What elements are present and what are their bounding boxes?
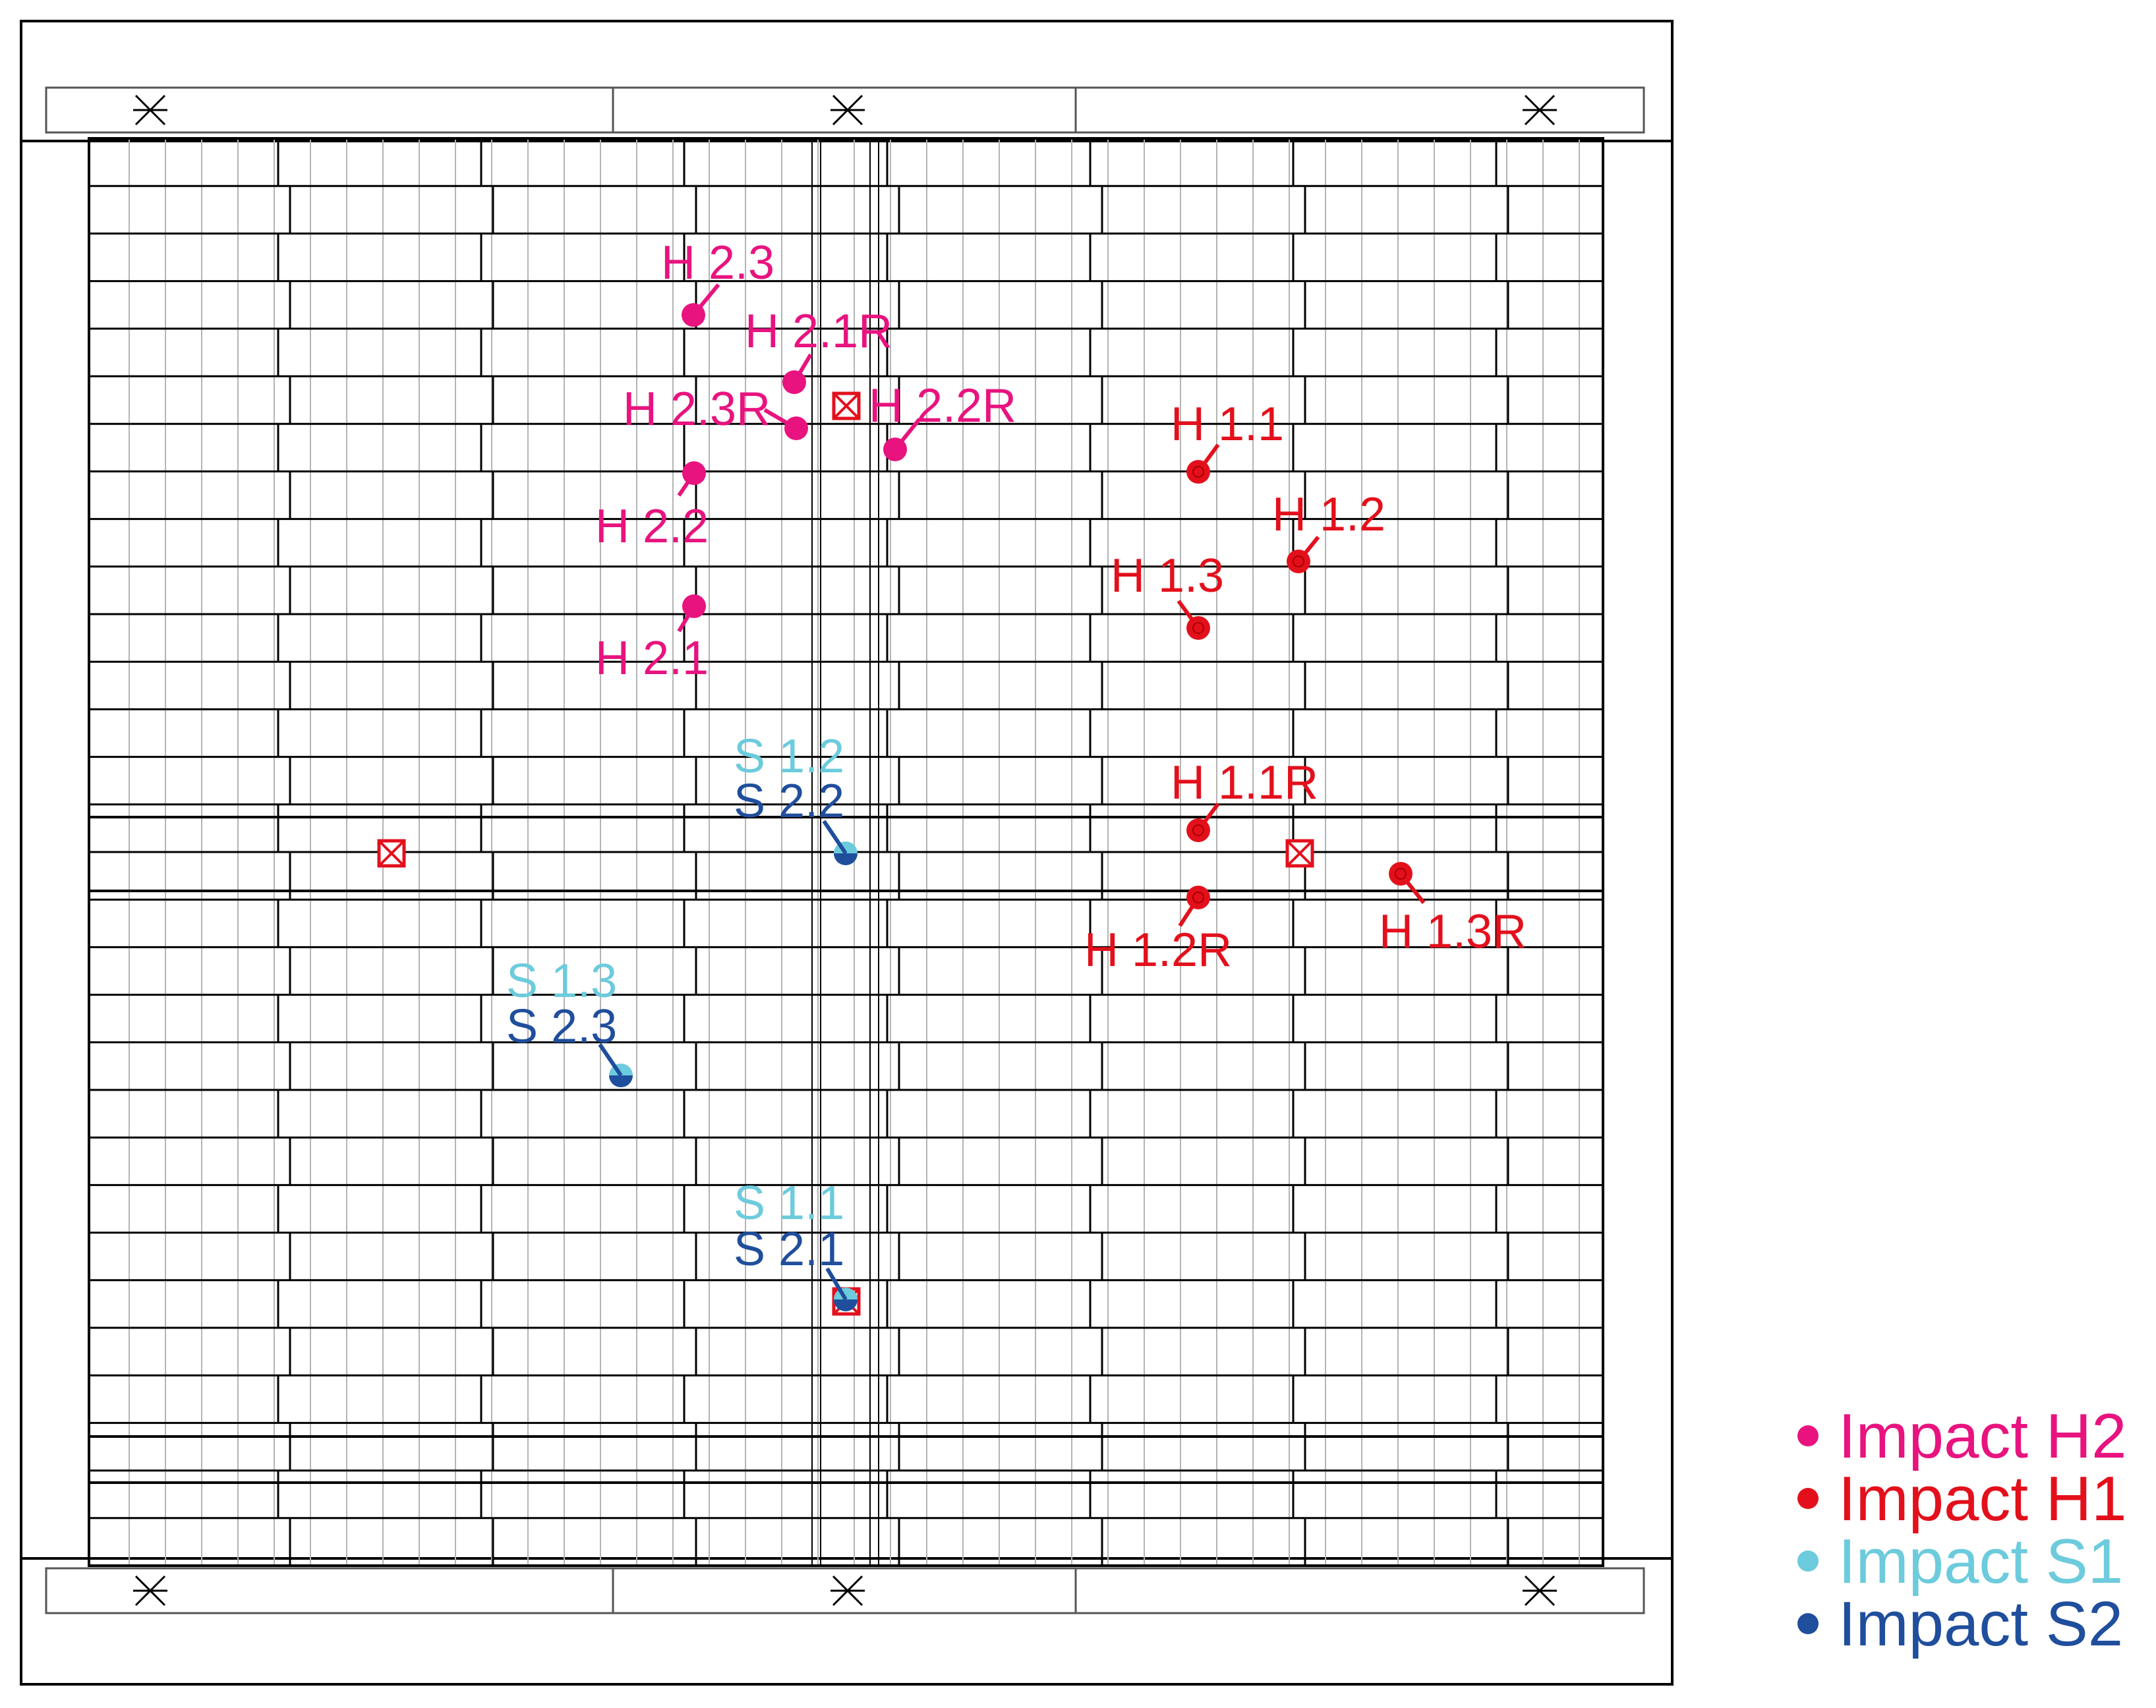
masonry-wall bbox=[88, 137, 1604, 1567]
horizontal-band bbox=[88, 816, 1604, 892]
impact-h1-2: H 1.2 bbox=[1272, 488, 1385, 573]
legend-dot bbox=[1797, 1425, 1819, 1446]
horizontal-band bbox=[88, 1435, 1604, 1484]
impact-leader bbox=[822, 820, 848, 855]
impact-dot-ring bbox=[1192, 824, 1204, 836]
impact-s2-1: S 2.1 bbox=[734, 1223, 858, 1311]
legend-dot bbox=[1797, 1551, 1819, 1572]
impact-h2-2r: H 2.2R bbox=[869, 380, 1016, 461]
impact-points: H 2.3 H 2.1R H 2.3R H 2.2R H 2.2 H 2.1 H 1.1 H … bbox=[506, 237, 1527, 1311]
sensor-cross bbox=[832, 392, 860, 420]
bolt-icon bbox=[133, 94, 167, 126]
impact-dot-ring bbox=[1293, 555, 1304, 567]
impact-label: S 2.3 bbox=[506, 1000, 617, 1053]
impact-dot bbox=[1287, 550, 1310, 573]
legend-item-h1: Impact H1 bbox=[1797, 1464, 2126, 1534]
bolt-icon bbox=[1523, 94, 1557, 126]
impact-h2-3: H 2.3 bbox=[661, 237, 774, 327]
bottom-beam bbox=[45, 1567, 1645, 1614]
legend-label: Impact H2 bbox=[1838, 1401, 2126, 1471]
beam-bolts bbox=[133, 94, 1557, 1607]
impact-dot-ring bbox=[1192, 622, 1204, 634]
outer-frame bbox=[20, 20, 1674, 1686]
impact-s2-3: S 2.3 bbox=[506, 1000, 633, 1087]
impact-label: H 1.2R bbox=[1084, 924, 1232, 977]
bolt-icon bbox=[830, 1575, 865, 1607]
impact-label: H 1.1R bbox=[1171, 756, 1318, 809]
impact-label: S 2.2 bbox=[734, 775, 844, 828]
test-frame bbox=[20, 20, 1674, 1686]
impact-label: S 1.3 bbox=[506, 955, 617, 1008]
impact-dot bbox=[782, 370, 806, 394]
legend-label: Impact H1 bbox=[1838, 1464, 2126, 1534]
impact-dot bbox=[682, 461, 706, 485]
legend-item-s1: Impact S1 bbox=[1797, 1526, 2123, 1597]
impact-h1-1: H 1.1 bbox=[1171, 398, 1284, 484]
impact-dot bbox=[682, 594, 706, 618]
impact-dot bbox=[609, 1075, 633, 1087]
legend-label: Impact S2 bbox=[1838, 1589, 2123, 1659]
impact-label: H 2.3R bbox=[623, 383, 771, 436]
impact-s2-2: S 2.2 bbox=[734, 775, 858, 865]
impact-dot bbox=[1186, 818, 1210, 842]
bolt-icon bbox=[830, 94, 865, 126]
impact-dot bbox=[1186, 886, 1210, 909]
impact-label: S 1.1 bbox=[734, 1177, 844, 1230]
sensor-icon bbox=[1285, 839, 1314, 868]
impact-dot bbox=[1186, 460, 1210, 484]
sensor-cross bbox=[1286, 840, 1314, 867]
impact-label: H 1.1 bbox=[1171, 398, 1284, 451]
impact-h1-3r: H 1.3R bbox=[1379, 862, 1527, 958]
impact-h1-1r: H 1.1R bbox=[1171, 756, 1318, 842]
sensor-icon bbox=[377, 839, 406, 868]
impact-label: H 2.2 bbox=[595, 500, 709, 553]
impact-label: H 2.1R bbox=[745, 305, 892, 358]
top-beam bbox=[45, 86, 1645, 134]
impact-dot-ring bbox=[1192, 466, 1204, 478]
sensor-icon bbox=[832, 391, 861, 420]
impact-dot-ring bbox=[1192, 892, 1204, 903]
impact-leader bbox=[598, 1043, 623, 1077]
impact-h2-2: H 2.2 bbox=[595, 461, 709, 553]
bolt-icon bbox=[133, 1575, 167, 1607]
impact-label: S 1.2 bbox=[734, 730, 844, 783]
impact-label: S 2.1 bbox=[734, 1223, 844, 1276]
impact-dot bbox=[1186, 616, 1210, 640]
impact-dot bbox=[834, 853, 858, 865]
impact-dot bbox=[834, 1299, 858, 1311]
legend-dot bbox=[1797, 1488, 1819, 1509]
impact-label: H 2.1 bbox=[595, 632, 709, 685]
impact-h1-3: H 1.3 bbox=[1111, 550, 1224, 640]
legend-label: Impact S1 bbox=[1838, 1526, 2123, 1597]
impact-leader bbox=[825, 1267, 848, 1301]
impact-label: H 2.3 bbox=[661, 237, 774, 289]
impact-label: H 1.3R bbox=[1379, 905, 1527, 958]
impact-dot bbox=[883, 438, 907, 461]
impact-h2-1: H 2.1 bbox=[595, 594, 709, 685]
impact-dot-ring bbox=[1395, 868, 1407, 880]
legend-dot bbox=[1797, 1613, 1819, 1634]
impact-label: H 2.2R bbox=[869, 380, 1016, 432]
bolt-icon bbox=[1523, 1575, 1557, 1607]
impact-dot bbox=[784, 416, 808, 440]
impact-label: H 1.3 bbox=[1111, 550, 1224, 602]
impact-h2-1r: H 2.1R bbox=[745, 305, 892, 394]
legend-item-s2: Impact S2 bbox=[1797, 1589, 2123, 1659]
support-beams bbox=[45, 86, 1645, 1614]
impact-h1-2r: H 1.2R bbox=[1084, 886, 1232, 977]
impact-dot bbox=[1389, 862, 1413, 886]
impact-label: H 1.2 bbox=[1272, 488, 1385, 541]
impact-dot bbox=[682, 303, 705, 327]
impact-h2-3r: H 2.3R bbox=[623, 383, 808, 440]
sensor-cross bbox=[378, 840, 405, 867]
legend-item-h2: Impact H2 bbox=[1797, 1401, 2126, 1471]
